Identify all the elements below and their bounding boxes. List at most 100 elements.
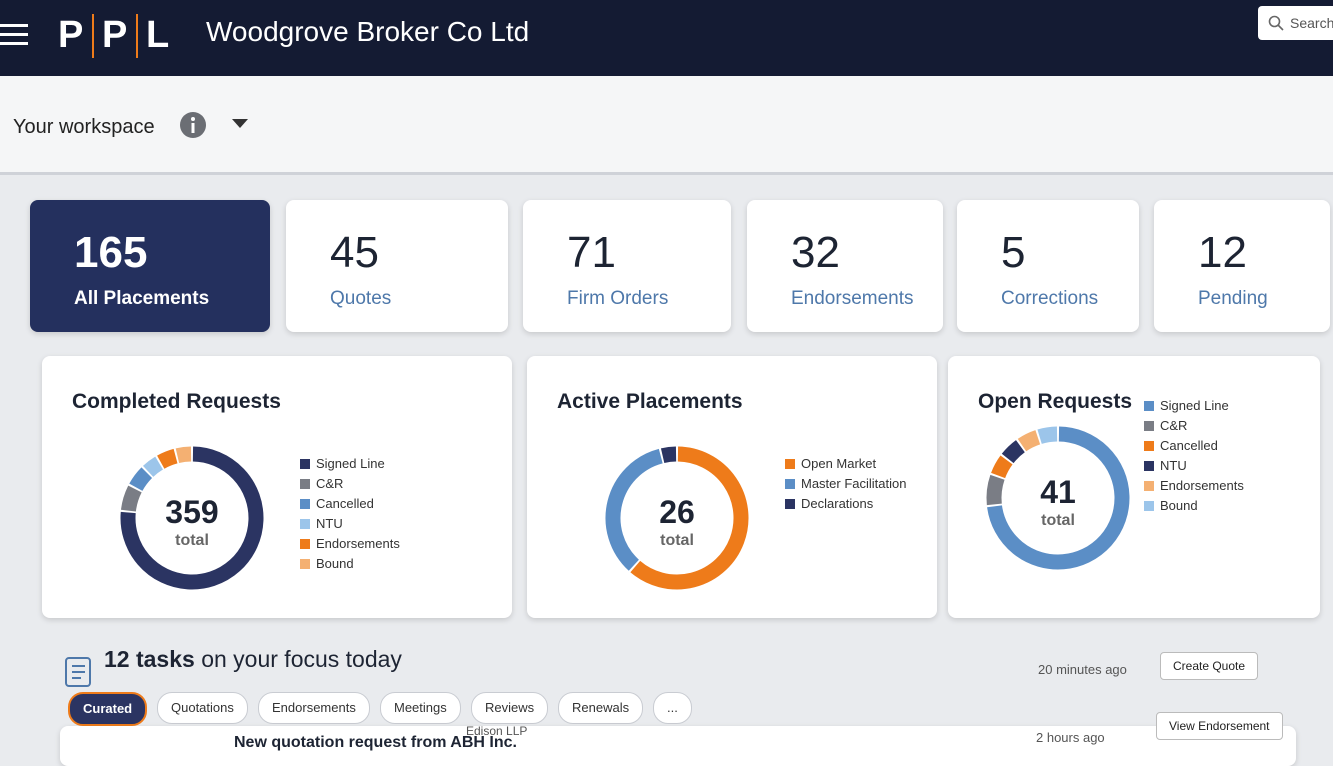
legend-item: Bound bbox=[1144, 498, 1198, 513]
stat-card[interactable]: 5 Corrections bbox=[957, 200, 1139, 332]
task-action-button[interactable]: Create Quote bbox=[1160, 652, 1259, 680]
legend-swatch bbox=[300, 459, 310, 469]
stat-card[interactable]: 165 All Placements bbox=[30, 200, 270, 332]
legend-item: C&R bbox=[1144, 418, 1187, 433]
donut-card: Active Placements Open Market Master Facil… bbox=[527, 356, 937, 618]
donut-segment bbox=[1037, 426, 1058, 444]
donut-total: 359 bbox=[165, 494, 219, 530]
stat-label: Endorsements bbox=[791, 288, 914, 309]
legend-label: Bound bbox=[316, 556, 354, 571]
stat-card[interactable]: 71 Firm Orders bbox=[523, 200, 731, 332]
stat-card[interactable]: 32 Endorsements bbox=[747, 200, 943, 332]
legend-label: Declarations bbox=[801, 496, 874, 511]
stat-label: Corrections bbox=[1001, 288, 1099, 309]
filter-chip[interactable]: Renewals bbox=[558, 692, 644, 724]
donut-card: Open Requests Signed Line C&R Cancelled NTU E… bbox=[948, 356, 1320, 618]
donut-segment bbox=[129, 467, 153, 492]
stat-value: 45 bbox=[330, 228, 379, 277]
donut-segment bbox=[986, 474, 1005, 506]
legend-swatch bbox=[1144, 421, 1154, 431]
legend-label: Master Facilitation bbox=[801, 476, 907, 491]
task-row: 20 minutes ago Create Quote bbox=[60, 640, 1296, 680]
task-title: New quotation request from ABH Inc. bbox=[234, 734, 517, 751]
tasks-count: 12 tasks bbox=[104, 646, 195, 672]
logo-separator bbox=[136, 14, 138, 58]
stat-value: 165 bbox=[74, 228, 148, 277]
stat-value: 32 bbox=[791, 228, 840, 277]
legend-swatch bbox=[785, 459, 795, 469]
donut-segment bbox=[142, 456, 164, 477]
stat-value: 5 bbox=[1001, 228, 1026, 277]
stat-card[interactable]: 45 Quotes bbox=[286, 200, 508, 332]
donut-segment bbox=[157, 448, 178, 469]
filter-chip[interactable]: Meetings bbox=[380, 692, 461, 724]
stat-label: Pending bbox=[1198, 288, 1268, 309]
donut-segment bbox=[120, 485, 142, 512]
legend-item: NTU bbox=[300, 516, 343, 531]
donut-total-label: total bbox=[1041, 512, 1075, 529]
workspace-label: Your workspace bbox=[13, 116, 155, 138]
search-box[interactable]: Search bbox=[1258, 6, 1333, 40]
workspace-bar bbox=[0, 76, 1333, 175]
donut-total-label: total bbox=[660, 532, 694, 549]
legend-swatch bbox=[1144, 441, 1154, 451]
task-time: 20 minutes ago bbox=[1038, 662, 1127, 677]
stat-card[interactable]: 12 Pending bbox=[1154, 200, 1330, 332]
filter-chip[interactable]: Quotations bbox=[157, 692, 248, 724]
logo-letter: P bbox=[58, 14, 84, 56]
donut-segment bbox=[660, 446, 677, 463]
legend-label: C&R bbox=[316, 476, 344, 491]
filter-chip[interactable]: ... bbox=[653, 692, 692, 724]
tasks-heading: 12 tasks on your focus today bbox=[104, 646, 402, 673]
task-row[interactable]: New quotation request from ABH Inc. Edis… bbox=[60, 712, 1296, 766]
stat-label: All Placements bbox=[74, 288, 210, 309]
legend-item: NTU bbox=[1144, 458, 1187, 473]
logo-letter: L bbox=[146, 14, 170, 56]
donut-total: 41 bbox=[1040, 474, 1076, 510]
legend-swatch bbox=[300, 479, 310, 489]
search-placeholder: Search bbox=[1290, 15, 1333, 31]
legend-label: Open Market bbox=[801, 456, 877, 471]
donut-total-label: total bbox=[175, 532, 209, 549]
legend-label: NTU bbox=[1160, 458, 1187, 473]
legend-label: Cancelled bbox=[1160, 438, 1218, 453]
legend-item: C&R bbox=[300, 476, 343, 491]
legend-label: Endorsements bbox=[1160, 478, 1244, 493]
donut-segment bbox=[120, 446, 264, 590]
legend-swatch bbox=[300, 499, 310, 509]
menu-icon[interactable] bbox=[0, 22, 30, 48]
tasks-icon bbox=[65, 657, 91, 687]
company-name: Woodgrove Broker Co Ltd bbox=[206, 16, 530, 47]
donut-chart bbox=[986, 426, 1130, 570]
stat-value: 71 bbox=[567, 228, 616, 277]
donut-title: Open Requests bbox=[978, 390, 1133, 413]
info-icon[interactable] bbox=[179, 111, 207, 139]
logo-letter: P bbox=[102, 14, 128, 56]
legend-swatch bbox=[300, 519, 310, 529]
donut-title: Active Placements bbox=[557, 390, 743, 413]
legend-swatch bbox=[785, 479, 795, 489]
task-action-button[interactable]: View Endorsement bbox=[1156, 712, 1283, 740]
filter-chip[interactable]: Reviews bbox=[471, 692, 549, 724]
legend-label: NTU bbox=[316, 516, 343, 531]
donut-chart bbox=[605, 446, 749, 590]
legend-label: Signed Line bbox=[1160, 398, 1229, 413]
legend-item: Cancelled bbox=[1144, 438, 1218, 453]
legend-label: Bound bbox=[1160, 498, 1198, 513]
filter-chip[interactable]: Endorsements bbox=[258, 692, 370, 724]
legend-swatch bbox=[1144, 401, 1154, 411]
legend-label: Cancelled bbox=[316, 496, 374, 511]
legend-item: Open Market bbox=[785, 456, 876, 471]
donut-total: 26 bbox=[659, 494, 695, 530]
legend-swatch bbox=[300, 539, 310, 549]
legend-label: Endorsements bbox=[316, 536, 400, 551]
donut-segment bbox=[987, 426, 1130, 570]
legend-item: Bound bbox=[300, 556, 354, 571]
legend-item: Endorsements bbox=[1144, 478, 1244, 493]
stat-label: Firm Orders bbox=[567, 288, 669, 309]
legend-item: Signed Line bbox=[1144, 398, 1229, 413]
header: P P L Woodgrove Broker Co Ltd Search bbox=[0, 0, 1333, 76]
dropdown-icon[interactable] bbox=[232, 119, 248, 129]
filter-chip[interactable]: Curated bbox=[68, 692, 148, 726]
task-time: 2 hours ago bbox=[1036, 730, 1105, 745]
